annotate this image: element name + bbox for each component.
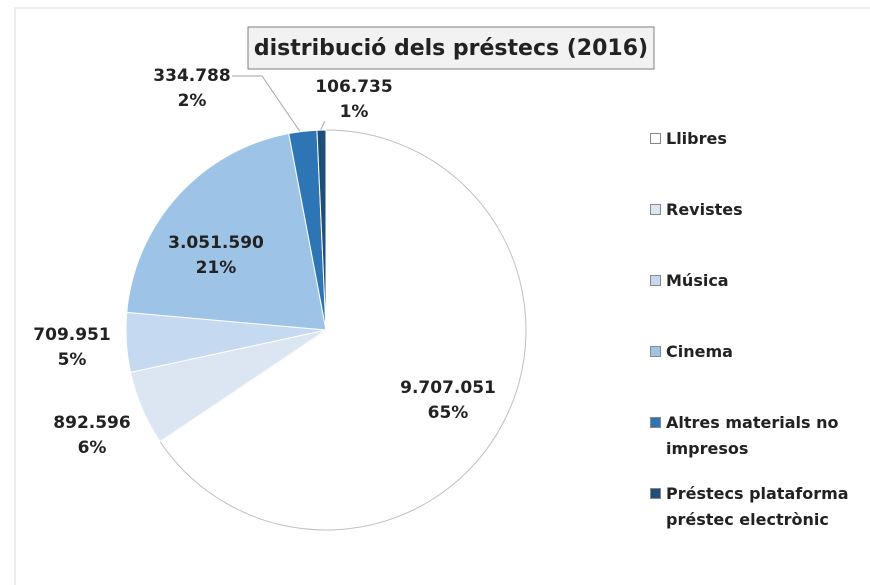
value-label: 334.788 [153,66,230,86]
legend-item: Cinema [650,339,865,365]
slices [125,129,527,531]
percent-label: 1% [340,102,369,122]
percent-label: 6% [78,438,107,458]
legend-label: Préstecs plataforma préstec electrònic [666,484,849,529]
percent-label: 2% [178,91,207,111]
legend-swatch [650,275,661,286]
value-label: 892.596 [53,413,130,433]
percent-label: 5% [58,350,87,370]
title-box [247,26,655,70]
legend-item: Llibres [650,126,865,152]
legend-swatch [650,417,661,428]
legend-label: Altres materials no impresos [666,413,839,458]
percent-label: 65% [428,403,469,423]
value-label: 3.051.590 [168,233,264,253]
chart-title: distribució dels préstecs (2016) [254,36,648,61]
slice [316,129,327,331]
leader-line [232,75,302,134]
percent-label: 21% [196,258,237,278]
legend-label: Cinema [666,342,733,361]
legend-label: Música [666,271,729,290]
leader-line [319,120,326,132]
value-label: 106.735 [315,77,392,97]
legend-swatch [650,488,661,499]
slice [159,129,527,531]
legend-swatch [650,346,661,357]
legend-swatch [650,204,661,215]
value-label: 709.951 [33,325,110,345]
legend-item: Altres materials no impresos [650,410,865,462]
legend-item: Música [650,268,865,294]
chart-frame [14,7,870,585]
legend-label: Llibres [666,129,727,148]
slice [126,132,327,331]
legend-label: Revistes [666,200,743,219]
legend-swatch [650,133,661,144]
value-label: 9.707.051 [400,378,496,398]
legend-item: Préstecs plataforma préstec electrònic [650,481,865,533]
legend-item: Revistes [650,197,865,223]
